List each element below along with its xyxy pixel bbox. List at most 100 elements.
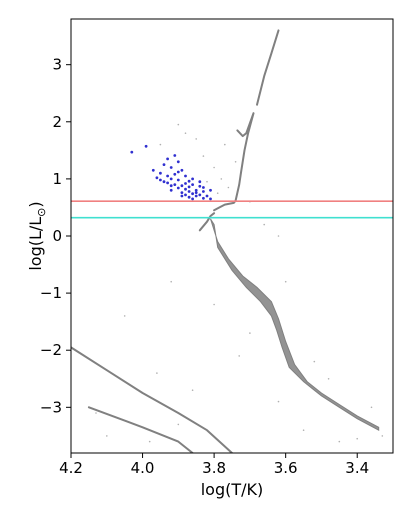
blue-star-point <box>198 193 202 197</box>
grey-star-point <box>177 423 180 426</box>
y-tick-label: 0 <box>52 227 62 245</box>
blue-star-point <box>176 170 180 174</box>
grey-star-point <box>191 389 194 392</box>
blue-star-point <box>191 177 195 181</box>
x-tick-label: 4.2 <box>59 459 83 477</box>
y-tick-label: 2 <box>52 113 62 131</box>
blue-star-point <box>194 191 198 195</box>
plot-area <box>71 19 393 453</box>
blue-star-point <box>187 190 191 193</box>
blue-star-point <box>159 178 162 182</box>
grey-star-point <box>195 138 197 140</box>
blue-star-point <box>194 188 198 192</box>
grey-star-point <box>224 143 226 146</box>
blue-star-point <box>130 150 134 154</box>
grey-star-point <box>206 180 208 183</box>
blue-star-point <box>180 194 184 198</box>
blue-star-point <box>184 174 187 178</box>
isochrone-curve <box>213 112 255 212</box>
blue-star-point <box>205 194 209 198</box>
blue-star-point <box>166 174 170 178</box>
x-tick-label: 3.6 <box>274 459 298 477</box>
blue-star-point <box>162 180 166 184</box>
grey-star-point <box>95 412 97 414</box>
main-sequence-band <box>210 218 380 432</box>
grey-star-point <box>213 166 215 169</box>
blue-star-point <box>144 144 148 148</box>
y-tick-label: 3 <box>52 56 62 74</box>
grey-star-point <box>249 332 251 334</box>
blue-star-point <box>184 193 187 197</box>
blue-star-point <box>187 195 191 199</box>
y-tick-label: 1 <box>52 170 62 188</box>
grey-star-point <box>213 303 215 306</box>
blue-star-point <box>191 183 195 187</box>
blue-star-point <box>169 188 173 192</box>
blue-star-point <box>166 157 170 161</box>
blue-star-point <box>173 183 177 187</box>
blue-star-point <box>184 187 187 191</box>
y-tick-label: −2 <box>40 341 62 359</box>
blue-star-point <box>187 185 191 189</box>
blue-star-point <box>155 176 159 180</box>
x-axis-label: log(T/K) <box>201 480 264 499</box>
grey-star-point <box>327 378 330 380</box>
blue-star-point <box>173 172 177 176</box>
blue-star-point <box>184 182 187 185</box>
blue-star-point <box>169 177 173 181</box>
grey-star-point <box>238 355 240 357</box>
isochrone-curve <box>71 346 233 453</box>
blue-star-point <box>173 154 177 157</box>
grey-star-point <box>313 360 316 363</box>
grey-star-point <box>227 186 230 189</box>
blue-star-point <box>187 179 191 183</box>
grey-star-point <box>156 372 158 374</box>
blue-star-point <box>176 160 180 164</box>
grey-star-point <box>177 123 180 126</box>
grey-star-point <box>170 280 172 283</box>
blue-star-point <box>176 178 180 182</box>
blue-star-point <box>180 191 184 195</box>
grey-star-point <box>356 437 359 440</box>
grey-star-point <box>338 440 341 443</box>
isochrone-curve <box>198 212 216 232</box>
blue-star-point <box>159 171 162 175</box>
isochrone-curve <box>87 406 194 453</box>
blue-star-point <box>198 180 202 184</box>
blue-star-point <box>194 194 198 198</box>
grey-star-point <box>123 315 126 317</box>
blue-star-point <box>176 186 180 190</box>
blue-star-point <box>166 181 170 185</box>
blue-star-point <box>209 197 212 201</box>
blue-star-point <box>191 197 195 201</box>
grey-star-point <box>202 155 205 157</box>
x-tick-label: 4.0 <box>131 459 155 477</box>
grey-star-point <box>284 280 287 283</box>
blue-star-point <box>198 184 202 188</box>
blue-star-point <box>209 188 212 192</box>
grey-star-point <box>302 429 305 432</box>
grey-star-point <box>370 406 373 409</box>
blue-star-point <box>151 168 155 172</box>
grey-star-point <box>277 235 280 237</box>
isochrone-curve <box>256 29 280 106</box>
blue-star-point <box>169 184 173 188</box>
x-tick-label: 3.4 <box>345 459 369 477</box>
blue-star-point <box>191 192 195 196</box>
blue-star-point <box>202 190 205 193</box>
y-tick-label: −3 <box>40 398 62 416</box>
blue-star-point <box>180 168 184 172</box>
x-tick-label: 3.8 <box>202 459 226 477</box>
grey-star-point <box>234 161 237 163</box>
grey-star-point <box>263 223 266 226</box>
blue-star-point <box>180 184 184 188</box>
grey-star-point <box>220 178 223 180</box>
y-tick-label: −1 <box>40 284 62 302</box>
grey-star-point <box>381 435 384 437</box>
blue-star-point <box>169 166 173 169</box>
y-axis-label: log(L/L⊙) <box>26 201 48 270</box>
grey-star-point <box>216 192 219 194</box>
grey-star-point <box>148 440 151 443</box>
grey-star-point <box>106 435 108 437</box>
